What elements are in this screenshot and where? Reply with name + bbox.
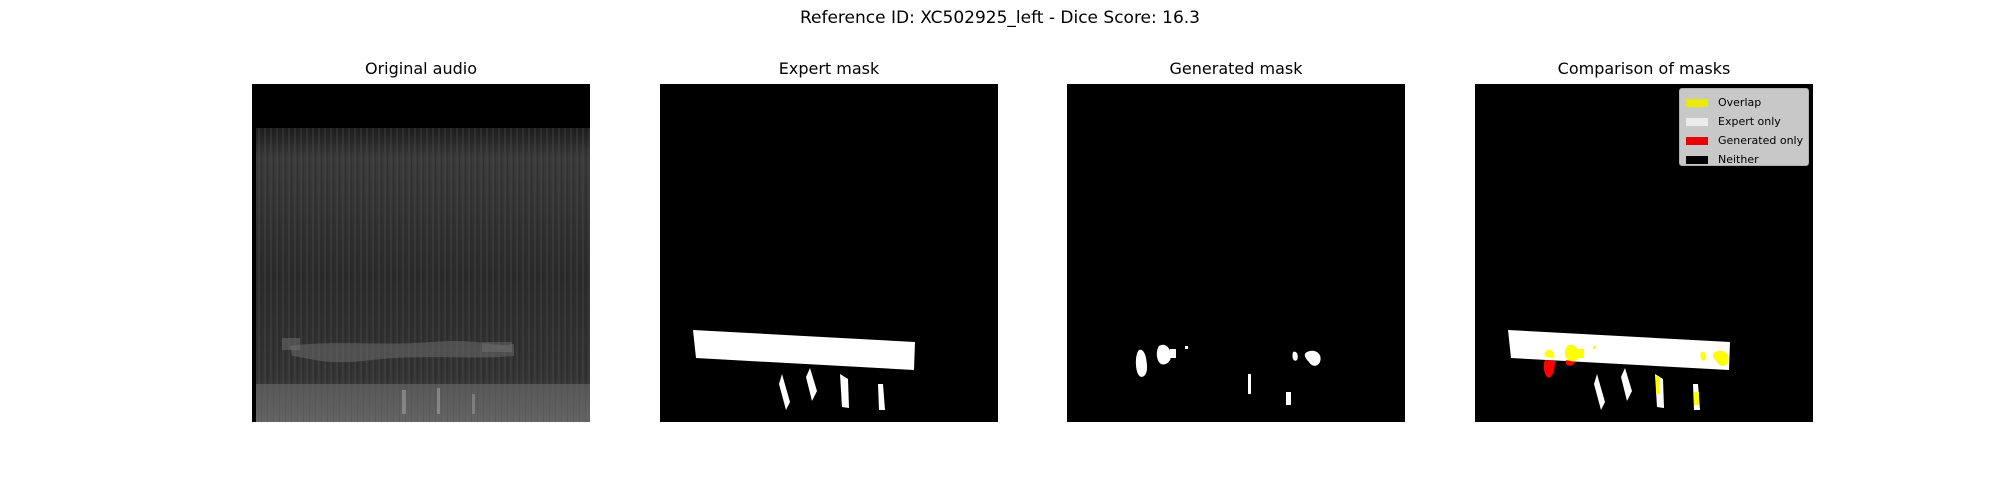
comparison-generated-only-2: [1566, 360, 1575, 366]
legend-label-expert-only: Expert only: [1718, 115, 1781, 128]
expert-mask-title: Expert mask: [778, 59, 880, 78]
comparison-overlap-6: [1694, 392, 1699, 405]
generated-mask-title: Generated mask: [1169, 59, 1303, 78]
generated-mask-blob-4: [1304, 350, 1321, 366]
expert-mask-band: [693, 330, 915, 370]
legend-swatch-generated-only: [1686, 136, 1708, 145]
legend-item-neither: Neither: [1686, 150, 1802, 169]
legend-swatch-neither: [1686, 155, 1708, 164]
expert-mask-blob-2: [806, 368, 817, 401]
generated-mask-image: [1067, 84, 1405, 422]
comparison-overlap-3: [1700, 351, 1706, 361]
comparison-expert-blob-2: [1621, 368, 1632, 401]
legend-item-overlap: Overlap: [1686, 93, 1802, 112]
legend-swatch-overlap: [1686, 98, 1708, 107]
comparison-expert-band: [1508, 330, 1730, 370]
legend-label-generated-only: Generated only: [1718, 134, 1804, 147]
generated-mask-blob-2: [1156, 344, 1171, 365]
original-audio-spectrogram: [252, 84, 590, 422]
spectrogram-call-streak: [290, 341, 514, 363]
expert-mask-blob-1: [779, 374, 790, 410]
comparison-overlap-1: [1544, 349, 1555, 358]
original-audio-title: Original audio: [364, 59, 478, 78]
legend-label-neither: Neither: [1718, 153, 1759, 166]
comparison-overlap-4: [1712, 350, 1729, 366]
spectrogram-bottom-band: [256, 384, 590, 422]
generated-mask-speck: [1185, 346, 1188, 349]
comparison-legend: Overlap Expert only Generated only Neith…: [1679, 88, 1809, 166]
comparison-overlap-5: [1656, 376, 1659, 394]
generated-mask-blob-5: [1248, 374, 1251, 394]
spectrogram-image: [252, 84, 590, 422]
legend-swatch-expert-only: [1686, 117, 1708, 126]
comparison-overlap-2: [1564, 344, 1579, 362]
comparison-mask-title: Comparison of masks: [1557, 59, 1731, 78]
expert-mask-blob-3: [840, 374, 849, 408]
figure-suptitle: Reference ID: XC502925_left - Dice Score…: [799, 8, 1200, 28]
expert-mask-image: [660, 84, 998, 422]
legend-label-overlap: Overlap: [1718, 96, 1762, 109]
legend-item-expert-only: Expert only: [1686, 112, 1802, 131]
expert-mask-blob-4: [878, 384, 885, 410]
generated-mask-blob-6: [1286, 392, 1291, 405]
comparison-mask-image: Overlap Expert only Generated only Neith…: [1475, 84, 1813, 422]
generated-mask-blob-1: [1135, 349, 1147, 377]
comparison-expert-blob-1: [1594, 374, 1605, 410]
comparison-generated-only-1: [1543, 360, 1555, 378]
legend-item-generated-only: Generated only: [1686, 131, 1804, 150]
generated-mask-blob-3: [1292, 351, 1298, 361]
